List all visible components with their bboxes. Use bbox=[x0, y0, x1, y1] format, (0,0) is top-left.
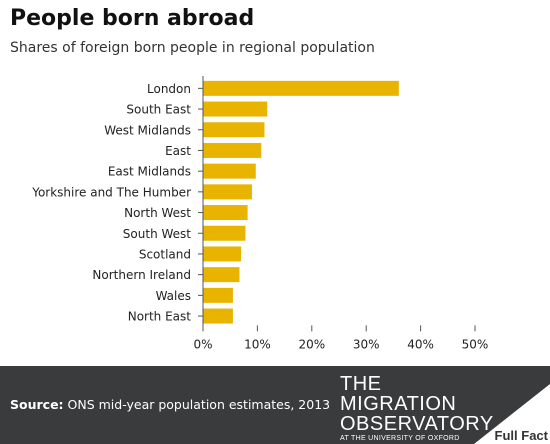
category-label: East bbox=[165, 144, 191, 158]
bar bbox=[203, 308, 233, 324]
logo-line-observatory: OBSERVATORY bbox=[340, 413, 494, 435]
category-label: South West bbox=[123, 227, 191, 241]
bar bbox=[203, 142, 262, 158]
full-fact-triangle-icon bbox=[474, 384, 550, 444]
category-label: North East bbox=[128, 310, 192, 324]
x-tick-label: 50% bbox=[462, 337, 489, 351]
category-label: Northern Ireland bbox=[92, 268, 191, 282]
bar bbox=[203, 101, 268, 117]
migration-observatory-logo: THE MIGRATION OBSERVATORY AT THE UNIVERS… bbox=[340, 374, 494, 442]
bar bbox=[203, 80, 399, 96]
chart-title: People born abroad bbox=[10, 6, 255, 31]
logo-line-university: AT THE UNIVERSITY OF OXFORD bbox=[340, 435, 460, 442]
category-label: Yorkshire and The Humber bbox=[31, 185, 191, 199]
full-fact-logo: Full Fact bbox=[474, 384, 550, 444]
bar bbox=[203, 225, 246, 241]
footer: Source: ONS mid-year population estimate… bbox=[0, 366, 550, 444]
bar bbox=[203, 184, 252, 200]
source-label: Source: bbox=[10, 397, 64, 412]
category-label: Scotland bbox=[139, 247, 191, 261]
category-label: London bbox=[147, 82, 191, 96]
full-fact-label: Full Fact bbox=[495, 428, 549, 443]
x-tick-label: 20% bbox=[298, 337, 325, 351]
bar bbox=[203, 205, 248, 221]
x-tick-label: 30% bbox=[353, 337, 380, 351]
x-tick-label: 40% bbox=[407, 337, 434, 351]
source-text: ONS mid-year population estimates, 2013 bbox=[63, 397, 331, 412]
category-label: East Midlands bbox=[108, 165, 191, 179]
bar bbox=[203, 267, 240, 283]
logo-line-the: THE bbox=[340, 373, 382, 395]
x-tick-label: 0% bbox=[193, 337, 212, 351]
category-label: South East bbox=[126, 103, 191, 117]
category-label: West Midlands bbox=[104, 123, 191, 137]
source-note: Source: ONS mid-year population estimate… bbox=[10, 397, 330, 412]
x-tick-label: 10% bbox=[244, 337, 271, 351]
bar-chart: London South East West Midlands East East Mi… bbox=[31, 76, 489, 351]
logo-line-migration: MIGRATION bbox=[340, 393, 457, 415]
bar bbox=[203, 122, 265, 138]
chart-subtitle: Shares of foreign born people in regiona… bbox=[10, 40, 375, 56]
category-label: Wales bbox=[156, 289, 191, 303]
bar bbox=[203, 246, 242, 262]
category-label: North West bbox=[124, 206, 191, 220]
bar bbox=[203, 163, 256, 179]
bar bbox=[203, 287, 233, 303]
